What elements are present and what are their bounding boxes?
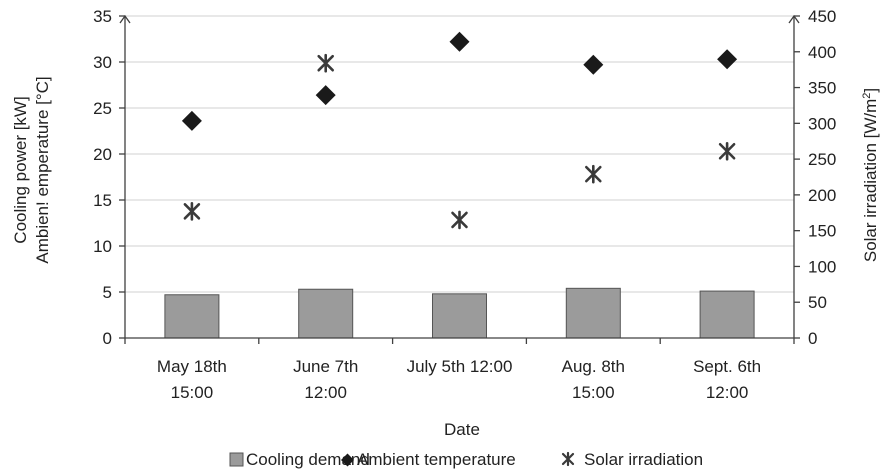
left-tick-label: 35 [93, 7, 112, 26]
left-tick-label: 15 [93, 191, 112, 210]
right-tick-label: 350 [808, 79, 836, 98]
marker-solar-irradiation [584, 164, 602, 184]
category-label: Aug. 8th 15:00 [562, 357, 625, 402]
right-tick-label: 150 [808, 222, 836, 241]
marker-ambient-temperature [583, 54, 604, 75]
legend-label-cooling-demand: Cooling demand [246, 450, 370, 469]
bar-cooling-demand [164, 294, 220, 339]
right-tick-label: 200 [808, 186, 836, 205]
left-tick-label: 0 [103, 329, 112, 348]
bar-cooling-demand [298, 288, 354, 339]
x-axis-title: Date [444, 420, 480, 439]
legend-swatch-solar-irradiation [561, 451, 575, 467]
left-tick-labels: 0 5 10 15 20 25 30 35 [93, 7, 112, 348]
gridlines [125, 15, 794, 293]
right-tick-label: 450 [808, 7, 836, 26]
axes [119, 14, 800, 344]
right-tick-label: 0 [808, 329, 817, 348]
legend-label-ambient-temperature: Ambient temperature [357, 450, 516, 469]
left-tick-label: 5 [103, 283, 112, 302]
y-axis-title-left-2: Ambien! emperature [°C] [33, 76, 52, 263]
markers [181, 31, 738, 230]
marker-ambient-temperature [717, 49, 738, 70]
category-labels: May 18th 15:00 June 7th 12:00 July 5th 12:00… [157, 357, 761, 402]
right-tick-labels: 0 50 100 150 200 250 300 350 400 450 [808, 7, 836, 348]
right-tick-label: 250 [808, 150, 836, 169]
left-tick-label: 10 [93, 237, 112, 256]
category-label: June 7th 12:00 [293, 357, 358, 402]
marker-solar-irradiation [718, 141, 736, 161]
legend-label-solar-irradiation: Solar irradiation [584, 450, 703, 469]
category-label: May 18th 15:00 [157, 357, 227, 402]
marker-ambient-temperature [315, 85, 336, 106]
marker-ambient-temperature [181, 110, 202, 131]
legend-swatch-cooling-demand [229, 452, 244, 467]
category-label: Sept. 6th 12:00 [693, 357, 761, 402]
right-tick-label: 400 [808, 43, 836, 62]
y-axis-title-left-1: Cooling power [kW] [11, 96, 30, 243]
bars [164, 287, 755, 339]
bar-cooling-demand [565, 287, 621, 339]
legend: Cooling demand Ambient temperature Solar… [229, 450, 703, 469]
bar-cooling-demand [699, 290, 755, 339]
marker-solar-irradiation [451, 210, 468, 230]
right-tick-label: 50 [808, 293, 827, 312]
legend-swatch-ambient-temperature [341, 453, 354, 467]
marker-solar-irradiation [317, 53, 335, 73]
right-tick-label: 100 [808, 257, 836, 276]
left-tick-label: 20 [93, 145, 112, 164]
marker-ambient-temperature [449, 31, 470, 52]
left-tick-label: 30 [93, 53, 112, 72]
category-label: July 5th 12:00 [407, 357, 513, 376]
left-tick-label: 25 [93, 99, 112, 118]
right-tick-label: 300 [808, 114, 836, 133]
marker-solar-irradiation [183, 202, 201, 221]
y-axis-title-right: Solar irradiation [W/m2] [861, 88, 880, 262]
bar-cooling-demand [432, 293, 487, 339]
